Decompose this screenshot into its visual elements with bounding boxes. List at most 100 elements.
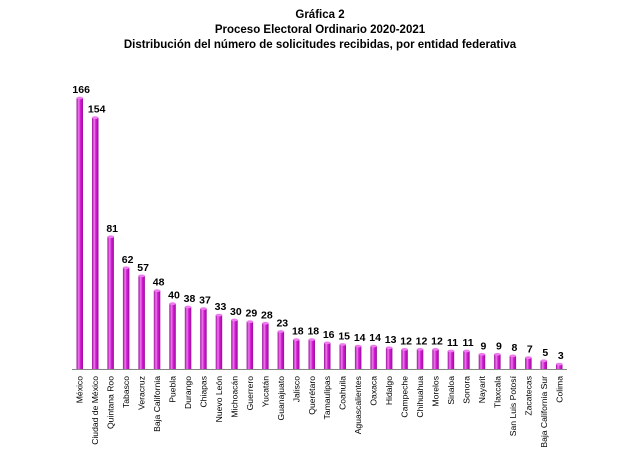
category-label-30: Baja California Sur	[539, 376, 549, 448]
bar-30	[540, 360, 547, 369]
category-label-28: San Luis Potosí	[508, 375, 518, 436]
bar-21	[401, 349, 408, 369]
category-label-14: Jalisco	[291, 376, 301, 402]
bar-cap-0	[76, 96, 83, 100]
category-label-26: Nayarit	[477, 375, 487, 403]
value-label-29: 7	[527, 344, 533, 356]
bar-20	[385, 347, 393, 369]
bar-cap-5	[153, 289, 161, 292]
category-label-22: Chihuahua	[415, 376, 425, 418]
bar-19	[370, 346, 377, 369]
chart-title: Gráfica 2	[295, 9, 345, 21]
value-label-31: 3	[558, 350, 564, 362]
value-label-10: 30	[230, 306, 242, 318]
category-label-7: Durango	[183, 376, 193, 409]
bar-22	[416, 349, 424, 369]
category-label-17: Coahuila	[338, 376, 348, 410]
bar-17	[339, 344, 346, 369]
chart-subtitle: Proceso Electoral Ordinario 2020-2021	[214, 24, 426, 36]
bar-26	[478, 354, 486, 369]
bar-cap-7	[184, 305, 192, 309]
chart-title-block: Gráfica 2 Proceso Electoral Ordinario 20…	[0, 8, 640, 53]
bar-0	[76, 98, 83, 369]
bar-cap-24	[447, 349, 455, 353]
category-label-27: Tlaxcala	[492, 376, 502, 408]
value-label-23: 12	[431, 335, 443, 347]
category-label-24: Sinaloa	[446, 376, 456, 405]
bar-cap-1	[91, 116, 99, 119]
value-label-1: 154	[88, 104, 106, 116]
bar-cap-25	[463, 349, 470, 353]
bar-cap-10	[231, 318, 238, 322]
bar-12	[262, 323, 269, 369]
bar-cap-8	[200, 307, 207, 310]
bar-cap-16	[323, 341, 331, 345]
bar-5	[153, 290, 161, 369]
value-label-3: 62	[122, 254, 134, 266]
category-label-4: Veracruz	[137, 376, 147, 410]
bar-24	[447, 351, 455, 369]
value-label-7: 38	[184, 293, 196, 305]
value-label-27: 9	[496, 340, 502, 352]
category-label-16: Tamaulipas	[322, 376, 332, 419]
chart-subtitle-2: Distribución del número de solicitudes r…	[123, 39, 517, 51]
value-label-17: 15	[338, 331, 350, 343]
bar-cap-26	[478, 352, 486, 356]
bar-15	[308, 339, 315, 369]
category-label-5: Baja California	[152, 376, 162, 432]
category-label-25: Sonora	[462, 376, 472, 404]
bar-25	[463, 351, 470, 369]
value-label-15: 18	[307, 326, 319, 338]
category-label-3: Tabasco	[121, 376, 131, 408]
value-label-2: 81	[106, 223, 118, 235]
bar-cap-27	[494, 352, 501, 356]
bar-cap-20	[385, 346, 393, 350]
bar-29	[525, 357, 532, 369]
value-label-20: 13	[385, 334, 397, 346]
bar-27	[494, 354, 501, 369]
bar-18	[354, 346, 362, 369]
category-label-13: Guanajuato	[276, 376, 286, 421]
value-label-25: 11	[462, 337, 473, 349]
category-label-6: Puebla	[168, 376, 178, 403]
category-label-31: Colima	[554, 376, 564, 403]
category-label-9: Nuevo León	[214, 376, 224, 423]
value-label-26: 9	[480, 340, 486, 352]
value-label-12: 28	[261, 309, 273, 321]
bar-16	[324, 342, 331, 369]
bar-cap-22	[416, 348, 424, 351]
value-label-8: 37	[199, 295, 211, 307]
bar-7	[184, 307, 192, 369]
value-label-30: 5	[542, 347, 548, 359]
category-label-8: Chiapas	[199, 376, 209, 408]
value-label-14: 18	[292, 326, 304, 338]
bar-cap-4	[138, 274, 145, 278]
category-label-10: Michoacán	[229, 376, 239, 418]
value-label-13: 23	[276, 318, 288, 330]
bar-cap-13	[277, 330, 285, 333]
category-label-12: Yucatán	[260, 376, 270, 407]
bar-4	[138, 275, 145, 369]
category-label-15: Querétaro	[307, 376, 317, 415]
bar-cap-9	[215, 313, 223, 317]
bar-cap-6	[169, 302, 176, 306]
value-label-21: 12	[400, 335, 412, 347]
category-label-29: Zacatecas	[523, 376, 533, 416]
category-label-0: México	[75, 376, 85, 403]
bar-cap-31	[556, 362, 563, 366]
value-label-19: 14	[369, 332, 381, 344]
bar-14	[293, 339, 300, 369]
value-label-4: 57	[137, 262, 149, 274]
category-label-21: Campeche	[400, 376, 410, 418]
bar-28	[509, 355, 517, 369]
bar-cap-21	[401, 348, 408, 351]
bar-cap-3	[122, 266, 130, 270]
bar-13	[277, 331, 285, 369]
category-label-11: Guerrero	[245, 376, 255, 411]
value-label-11: 29	[246, 308, 258, 320]
value-label-18: 14	[354, 332, 366, 344]
bar-cap-15	[308, 338, 316, 341]
bar-cap-30	[540, 359, 548, 363]
bar-cap-12	[262, 321, 269, 325]
